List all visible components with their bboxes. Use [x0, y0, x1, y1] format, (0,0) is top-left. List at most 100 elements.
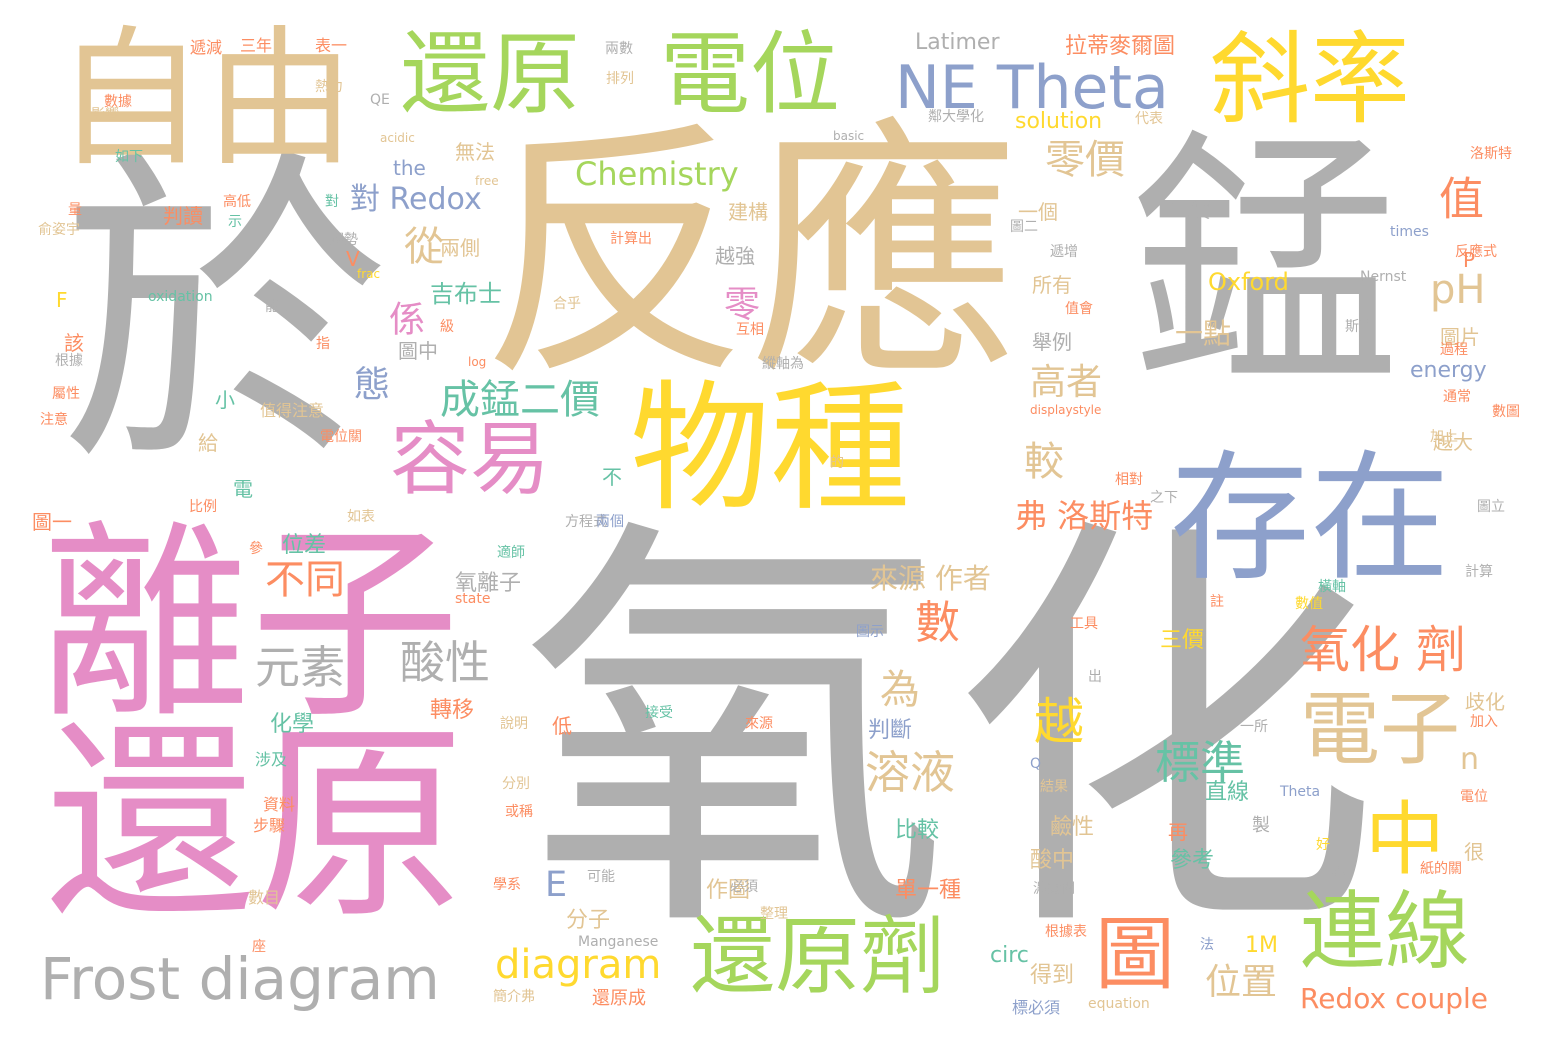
- word-23: 值: [1431, 175, 1484, 220]
- word-80: 所有: [1032, 273, 1072, 297]
- word-172: 之下: [1150, 490, 1178, 506]
- word-106: QE: [370, 92, 390, 108]
- word-190: 示: [228, 214, 242, 230]
- word-50: Latimer: [915, 30, 1000, 55]
- word-86: F: [56, 288, 68, 312]
- word-64: 轉移: [430, 698, 475, 723]
- word-82: 歧化: [1465, 690, 1505, 714]
- word-46: 一點: [1175, 317, 1232, 350]
- word-128: 出: [1088, 669, 1102, 685]
- word-164: 如表: [347, 509, 375, 525]
- word-118: 通常: [1443, 389, 1471, 405]
- word-101: 排列: [606, 71, 634, 87]
- word-11: 電位: [660, 22, 840, 127]
- word-1: 於: [60, 123, 390, 507]
- word-134: Theta: [1280, 784, 1321, 800]
- word-170: 的: [830, 455, 844, 471]
- word-121: 圖立: [1477, 499, 1505, 515]
- word-18: 圖: [1095, 908, 1175, 1001]
- word-45: 零: [718, 285, 759, 321]
- word-5: 還原: [45, 702, 466, 947]
- word-159: 涉及: [255, 750, 288, 769]
- word-187: 值會: [1065, 301, 1093, 317]
- word-63: 位差: [282, 533, 327, 558]
- word-37: 來源 作者: [870, 562, 991, 595]
- word-191: 高低: [223, 194, 251, 210]
- word-40: 位置: [1205, 962, 1278, 1003]
- word-152: 標必須: [1012, 998, 1061, 1017]
- word-42: 態: [348, 365, 389, 401]
- word-120: 相對: [1115, 472, 1143, 488]
- word-105: 如下: [115, 149, 143, 165]
- word-49: 吉布士: [430, 280, 502, 308]
- word-74: 分子: [566, 908, 611, 933]
- word-6: 自由: [55, 13, 356, 187]
- word-72: 比較: [895, 818, 940, 843]
- word-75: 得到: [1030, 963, 1075, 988]
- word-181: 能量: [265, 299, 293, 315]
- word-156: 數目: [248, 888, 281, 907]
- word-32: diagram: [495, 942, 662, 988]
- word-171: 縱軸為: [762, 356, 804, 372]
- word-65: 氧離子: [455, 571, 522, 596]
- word-109: basic: [833, 129, 865, 143]
- word-13: NE Theta: [895, 53, 1169, 123]
- word-144: 或稱: [505, 804, 533, 820]
- word-103: 數據: [104, 94, 132, 110]
- word-44: 係: [383, 300, 424, 336]
- word-175: 值得注意: [260, 401, 325, 420]
- word-127: 圖示: [856, 624, 884, 640]
- word-141: 接受: [645, 705, 673, 721]
- word-93: 不: [602, 465, 622, 489]
- word-47: energy: [1410, 358, 1487, 383]
- word-130: 一所: [1240, 719, 1268, 735]
- word-96: 很: [1464, 840, 1484, 864]
- word-174: 互相: [736, 322, 764, 338]
- word-55: 兩側: [440, 236, 480, 260]
- word-15: 連線: [1300, 883, 1471, 982]
- word-68: 參考: [1170, 848, 1215, 873]
- word-111: 代表: [1135, 111, 1163, 127]
- word-179: 指: [316, 336, 330, 352]
- word-57: 越強: [715, 244, 755, 268]
- word-22: 零價: [1045, 137, 1125, 183]
- word-154: 法: [1200, 937, 1214, 953]
- word-95: 再: [1168, 820, 1188, 844]
- word-99: 遞減: [190, 38, 223, 57]
- word-131: 電位: [1460, 789, 1488, 805]
- word-36: 弗 洛斯特: [1015, 497, 1154, 535]
- word-108: free: [475, 174, 499, 188]
- word-28: 元素: [255, 641, 346, 694]
- word-97: 三年: [240, 36, 273, 55]
- word-88: 小: [215, 388, 235, 412]
- word-147: 整理: [760, 906, 788, 922]
- word-7: 物種: [630, 368, 911, 531]
- word-107: acidic: [380, 131, 415, 145]
- word-25: 氧化 劑: [1300, 621, 1466, 679]
- word-53: 無法: [455, 140, 495, 164]
- word-113: Nernst: [1360, 269, 1407, 285]
- word-0: 氧化: [520, 485, 1380, 985]
- word-33: E: [545, 865, 568, 905]
- word-81: 越大: [1433, 430, 1473, 454]
- word-17: 中: [1365, 793, 1445, 886]
- word-14: 電子: [1300, 683, 1460, 776]
- word-31: 溶液: [865, 746, 956, 799]
- word-183: oxidation: [148, 289, 213, 305]
- word-182: 合乎: [553, 296, 581, 312]
- word-178: 根據: [55, 353, 83, 369]
- word-125: 註: [1210, 594, 1224, 610]
- word-51: 拉蒂麥爾圖: [1065, 34, 1176, 59]
- word-9: 斜率: [1210, 21, 1410, 138]
- word-90: 電: [233, 477, 253, 501]
- word-140: 說明: [500, 716, 528, 732]
- word-137: 好: [1316, 837, 1330, 853]
- word-166: 兩個: [596, 514, 624, 530]
- word-58: 一個: [1018, 200, 1058, 224]
- word-145: 可能: [587, 869, 615, 885]
- word-195: 遞增: [1050, 244, 1078, 260]
- word-21: 對 Redox: [350, 182, 482, 217]
- word-91: 該: [64, 331, 84, 355]
- word-115: 反應式: [1455, 244, 1497, 260]
